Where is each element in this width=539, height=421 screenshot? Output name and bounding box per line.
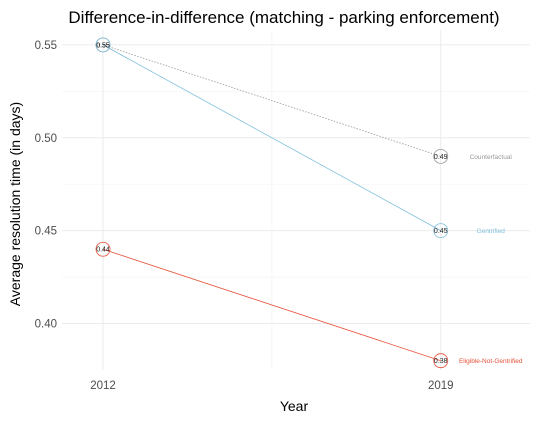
data-label: 0.55 [96, 42, 110, 49]
data-label: 0.55 [96, 42, 110, 49]
y-tick-label: 0.50 [35, 133, 57, 145]
series-line [102, 44, 441, 157]
x-axis-title: Year [280, 398, 309, 414]
data-label: 0.49 [434, 154, 448, 161]
series-name-label: Counterfactual [470, 154, 513, 161]
data-point [95, 241, 111, 257]
data-point [433, 223, 449, 239]
data-point [95, 37, 111, 53]
data-point [433, 353, 449, 369]
series-name-label: Eligible-Not-Gentrified [459, 358, 523, 365]
y-tick-label: 0.55 [35, 40, 57, 52]
grid [62, 30, 530, 370]
series-line [102, 248, 441, 362]
series-name-label: Gentrified [477, 228, 506, 235]
data-label: 0.44 [96, 247, 110, 254]
tick-labels: 0.40 0.45 0.50 0.55 2012 2019 [35, 40, 454, 392]
data-point [433, 148, 449, 164]
chart-title: Difference-in-difference (matching - par… [68, 8, 499, 27]
data-label: 0.38 [434, 358, 448, 365]
x-tick-label: 2019 [428, 380, 454, 392]
series-line [102, 44, 441, 232]
y-tick-label: 0.40 [35, 319, 57, 331]
data-label: 0.45 [434, 228, 448, 235]
x-tick-label: 2012 [90, 380, 116, 392]
y-tick-label: 0.45 [35, 226, 57, 238]
y-axis-title: Average resolution time (in days) [7, 102, 23, 306]
